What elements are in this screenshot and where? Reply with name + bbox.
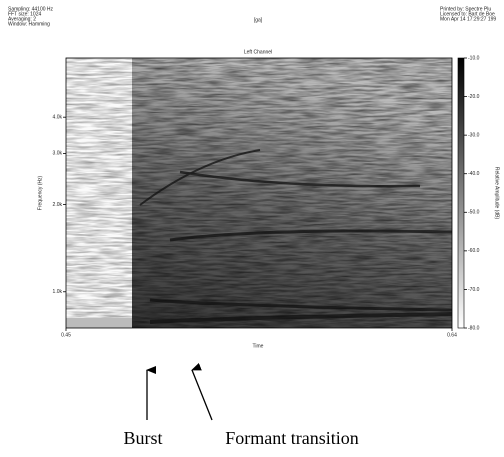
annotation: Formant transition [225, 428, 359, 448]
y-tick-label: 1.0k [53, 289, 63, 295]
colorbar-tick-label: -80.0 [468, 325, 480, 331]
spectrogram-image [66, 58, 453, 328]
header-left: Window: Hamming [8, 21, 50, 27]
colorbar-tick-label: -40.0 [468, 171, 480, 177]
plot-frame [65, 57, 453, 329]
y-tick-label: 2.0k [53, 202, 63, 208]
y-tick-label: 4.0k [53, 115, 63, 121]
colorbar-tick-label: -20.0 [468, 94, 480, 100]
colorbar-tick-label: -60.0 [468, 248, 480, 254]
x-tick-label: 0.45 [61, 332, 71, 338]
colorbar-label: Relative Amplitude (dB) [494, 167, 500, 220]
colorbar-tick-label: -30.0 [468, 132, 480, 138]
header-center: [ga] [254, 17, 263, 23]
header-right: Printed by: Spectre Plu [440, 6, 491, 12]
header-left: Sampling: 44100 Hz [8, 6, 54, 12]
header-left: Averaging: 2 [8, 16, 36, 22]
y-axis-label: Frequency (Hz) [37, 175, 43, 210]
y-tick-label: 3.0k [53, 151, 63, 157]
chart-title: Left Channel [244, 49, 272, 55]
header-left: FFT size: 1024 [8, 11, 41, 17]
colorbar-tick-label: -50.0 [468, 210, 480, 216]
colorbar [457, 57, 465, 329]
x-tick-label: 0.64 [447, 332, 457, 338]
annotation: Burst [123, 428, 162, 448]
colorbar-tick-label: -10.0 [468, 55, 480, 61]
header-right: Licensed to: Bart de Boe [440, 11, 495, 17]
header-right: Mon Apr 14 17:29:27 199 [440, 16, 496, 22]
x-axis-label: Time [253, 343, 264, 349]
annotation-arrow [191, 362, 213, 421]
colorbar-tick-label: -70.0 [468, 287, 480, 293]
